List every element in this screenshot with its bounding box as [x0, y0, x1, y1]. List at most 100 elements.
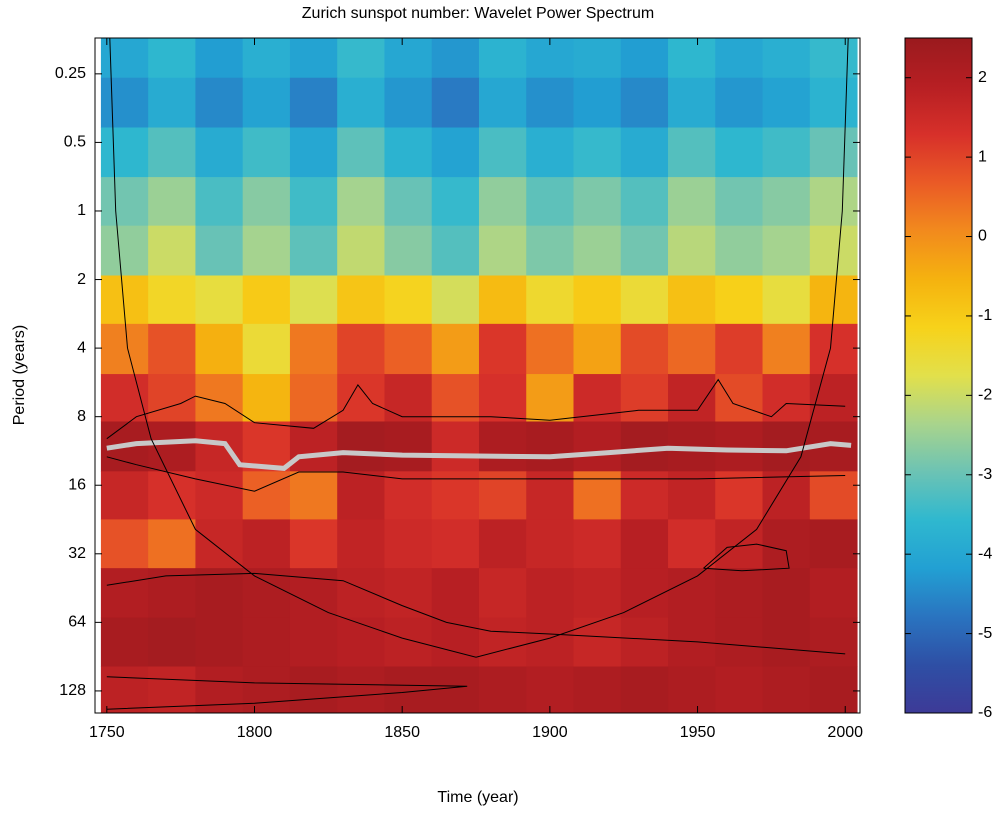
contours — [106, 38, 852, 710]
heatmap-cell — [526, 177, 574, 227]
heatmap-cell — [809, 617, 858, 668]
heatmap-cell — [100, 127, 149, 178]
heatmap-cell — [478, 323, 527, 375]
heatmap-cell — [668, 177, 716, 227]
x-tick-label: 1750 — [89, 724, 125, 741]
heatmap-cell — [148, 177, 196, 227]
heatmap-cell — [242, 77, 291, 128]
heatmap-cell — [431, 471, 480, 520]
heatmap-cell — [242, 568, 291, 619]
heatmap-cell — [526, 374, 574, 422]
heatmap-cell — [762, 471, 811, 520]
y-tick-label: 0.25 — [55, 65, 86, 82]
y-tick-label: 1 — [77, 202, 86, 219]
heatmap-cell — [431, 127, 480, 178]
heatmap-cell — [573, 666, 622, 713]
heatmap-cell — [242, 177, 291, 227]
heatmap-cell — [148, 38, 196, 79]
heatmap-cell — [668, 77, 716, 128]
heatmap-cell — [478, 38, 527, 79]
heatmap-cell — [715, 77, 764, 128]
heatmap-cell — [573, 617, 622, 668]
heatmap-cell — [715, 568, 764, 619]
heatmap-cell — [478, 77, 527, 128]
heatmap-cell — [337, 421, 385, 472]
heatmap-cell — [715, 225, 764, 277]
heatmap-cell — [148, 127, 196, 178]
heatmap-cell — [526, 666, 574, 713]
heatmap-cell — [478, 225, 527, 277]
heatmap-cell — [526, 471, 574, 520]
heatmap-cell — [195, 471, 244, 520]
heatmap-cell — [242, 666, 291, 713]
heatmap-cell — [573, 374, 622, 422]
colorbar-tick-label: 0 — [978, 228, 987, 245]
heatmap-cell — [195, 421, 244, 472]
heatmap-cell — [620, 323, 669, 375]
heatmap-cell — [148, 421, 196, 472]
heatmap-cell — [431, 666, 480, 713]
heatmap-cell — [431, 275, 480, 325]
heatmap-cell — [337, 275, 385, 325]
heatmap-cell — [195, 275, 244, 325]
heatmap — [100, 38, 858, 713]
plot-frame — [94, 37, 861, 714]
colorbar-tick-label: 2 — [978, 69, 987, 86]
heatmap-cell — [573, 323, 622, 375]
heatmap-cell — [478, 421, 527, 472]
y-tick-label: 8 — [77, 408, 86, 425]
heatmap-cell — [668, 568, 716, 619]
heatmap-cell — [384, 177, 433, 227]
heatmap-cell — [242, 617, 291, 668]
heatmap-cell — [715, 127, 764, 178]
x-tick-label: 1950 — [680, 724, 716, 741]
heatmap-cell — [620, 127, 669, 178]
heatmap-cell — [384, 225, 433, 277]
heatmap-cell — [289, 568, 338, 619]
heatmap-cell — [431, 421, 480, 472]
heatmap-cell — [148, 617, 196, 668]
heatmap-cell — [526, 519, 574, 569]
heatmap-cell — [620, 471, 669, 520]
heatmap-cell — [668, 275, 716, 325]
heatmap-cell — [337, 225, 385, 277]
heatmap-cell — [195, 225, 244, 277]
heatmap-cell — [337, 568, 385, 619]
y-tick-label: 128 — [59, 682, 86, 699]
heatmap-cell — [148, 323, 196, 375]
heatmap-cell — [100, 225, 149, 277]
heatmap-cell — [668, 225, 716, 277]
heatmap-cell — [762, 666, 811, 713]
heatmap-cell — [289, 225, 338, 277]
heatmap-cell — [431, 374, 480, 422]
heatmap-cell — [715, 177, 764, 227]
heatmap-cell — [148, 77, 196, 128]
heatmap-cell — [289, 177, 338, 227]
heatmap-cell — [762, 275, 811, 325]
heatmap-cell — [620, 77, 669, 128]
heatmap-cell — [715, 666, 764, 713]
heatmap-cell — [100, 323, 149, 375]
heatmap-cell — [148, 225, 196, 277]
heatmap-cell — [478, 374, 527, 422]
heatmap-cell — [478, 617, 527, 668]
heatmap-cell — [668, 127, 716, 178]
heatmap-cell — [668, 666, 716, 713]
heatmap-cell — [289, 275, 338, 325]
heatmap-cell — [195, 666, 244, 713]
heatmap-cell — [762, 323, 811, 375]
heatmap-cell — [431, 177, 480, 227]
heatmap-cell — [384, 127, 433, 178]
heatmap-cell — [809, 225, 858, 277]
heatmap-cell — [762, 77, 811, 128]
heatmap-cell — [762, 519, 811, 569]
heatmap-cell — [289, 519, 338, 569]
heatmap-cell — [384, 568, 433, 619]
heatmap-cell — [195, 77, 244, 128]
axes: 1750 1800 1850 1900 1950 2000 0.25 0.5 1 2 4 8 16 32 6… — [55, 37, 992, 741]
heatmap-cell — [431, 617, 480, 668]
heatmap-cell — [526, 421, 574, 472]
heatmap-cell — [573, 471, 622, 520]
heatmap-cell — [242, 374, 291, 422]
